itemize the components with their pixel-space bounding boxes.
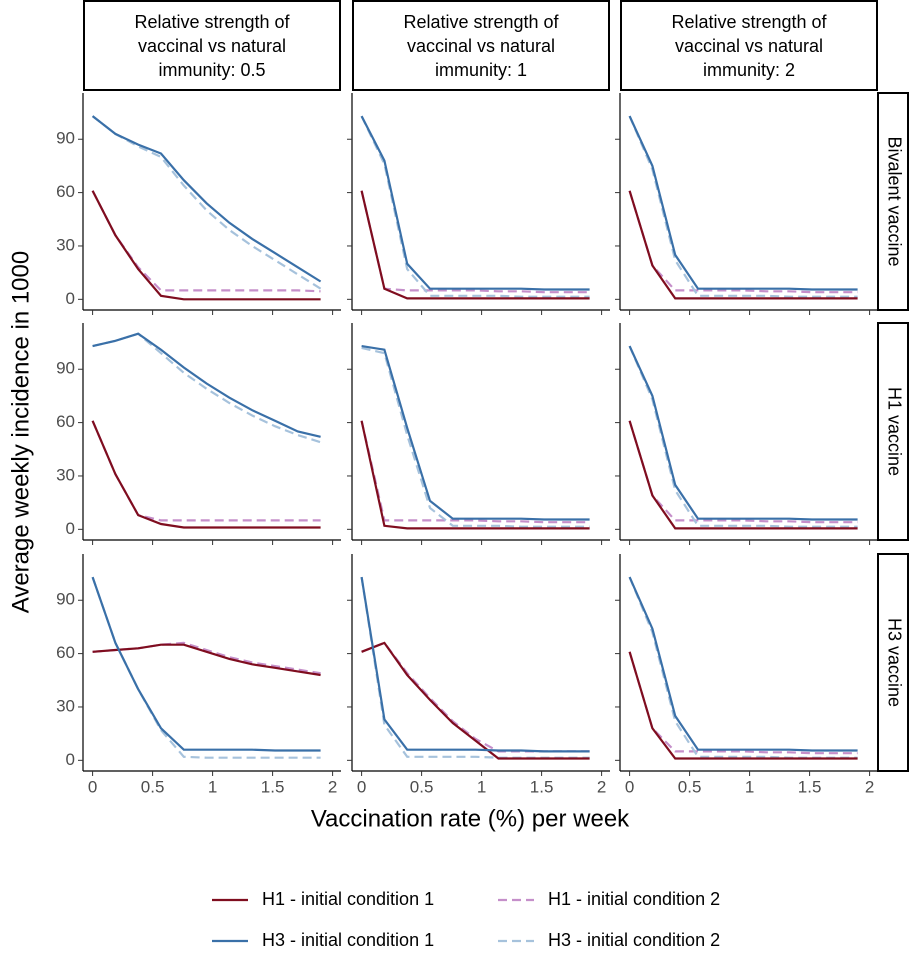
legend-label: H1 - initial condition 2 (548, 889, 720, 909)
row-label: Bivalent vaccine (884, 136, 904, 266)
y-tick-label: 30 (56, 465, 75, 484)
series-line (628, 651, 858, 760)
x-tick-label: 0.5 (410, 777, 434, 796)
row-strip (877, 92, 909, 311)
series-line (628, 115, 858, 291)
x-tick-label: 0.5 (678, 777, 702, 796)
x-tick-label: 0 (88, 777, 97, 796)
x-tick-label: 2 (328, 777, 337, 796)
column-strip (83, 0, 341, 91)
y-tick-label: 90 (56, 590, 75, 609)
y-tick-label: 90 (56, 129, 75, 148)
series-line (628, 576, 858, 759)
x-tick-label: 1.5 (261, 777, 285, 796)
x-tick-label: 0 (357, 777, 366, 796)
y-tick-label: 0 (66, 289, 75, 308)
series-line (91, 576, 321, 752)
y-tick-label: 60 (56, 412, 75, 431)
y-tick-label: 0 (66, 750, 75, 769)
series-line (628, 420, 858, 524)
x-axis-title: Vaccination rate (%) per week (311, 805, 630, 832)
x-tick-label: 0 (625, 777, 634, 796)
x-tick-label: 2 (865, 777, 874, 796)
x-tick-label: 1 (745, 777, 754, 796)
row-strip (877, 322, 909, 541)
legend-label: H3 - initial condition 2 (548, 930, 720, 950)
series-line (628, 576, 858, 752)
series-line (91, 190, 321, 301)
column-label: vaccinal vs natural (675, 36, 823, 56)
series-line (361, 346, 590, 528)
y-tick-label: 30 (56, 235, 75, 254)
column-strip (620, 0, 878, 91)
column-label: Relative strength of (403, 12, 559, 32)
series-line (91, 115, 322, 283)
series-line (92, 643, 321, 677)
column-strip (352, 0, 610, 91)
series-line (360, 576, 590, 753)
row-label: H3 vaccine (884, 618, 904, 707)
row-label: H1 vaccine (884, 387, 904, 476)
series-line (628, 190, 858, 300)
column-label: Relative strength of (134, 12, 290, 32)
x-tick-label: 1 (208, 777, 217, 796)
series-line (360, 576, 590, 759)
series-line (628, 190, 858, 294)
series-line (628, 651, 858, 755)
series-line (628, 345, 858, 521)
column-label: immunity: 1 (435, 60, 527, 80)
y-axis-title: Average weekly incidence in 1000 (7, 251, 34, 613)
column-label: immunity: 0.5 (158, 60, 265, 80)
y-tick-label: 60 (56, 182, 75, 201)
y-tick-label: 60 (56, 643, 75, 662)
series-line (92, 332, 321, 438)
y-tick-label: 30 (56, 696, 75, 715)
series-line (628, 345, 858, 528)
series-line (91, 420, 321, 522)
series-line (360, 420, 590, 524)
row-strip (877, 553, 909, 772)
series-line (628, 115, 858, 298)
series-line (360, 190, 590, 300)
series-line (360, 115, 590, 298)
x-tick-label: 0.5 (141, 777, 165, 796)
y-tick-label: 90 (56, 359, 75, 378)
column-label: vaccinal vs natural (138, 36, 286, 56)
y-tick-label: 0 (66, 519, 75, 538)
x-tick-label: 1.5 (530, 777, 554, 796)
series-line (360, 190, 590, 294)
x-tick-label: 1.5 (798, 777, 822, 796)
legend-label: H1 - initial condition 1 (262, 889, 434, 909)
legend-label: H3 - initial condition 1 (262, 930, 434, 950)
column-label: vaccinal vs natural (407, 36, 555, 56)
series-line (92, 641, 321, 675)
column-label: Relative strength of (671, 12, 827, 32)
series-line (91, 190, 321, 293)
series-line (360, 115, 590, 291)
series-line (361, 345, 590, 521)
column-label: immunity: 2 (703, 60, 795, 80)
series-line (628, 420, 858, 530)
series-line (360, 420, 590, 530)
x-tick-label: 1 (477, 777, 486, 796)
series-line (361, 641, 590, 760)
series-line (91, 420, 321, 529)
x-tick-label: 2 (597, 777, 606, 796)
